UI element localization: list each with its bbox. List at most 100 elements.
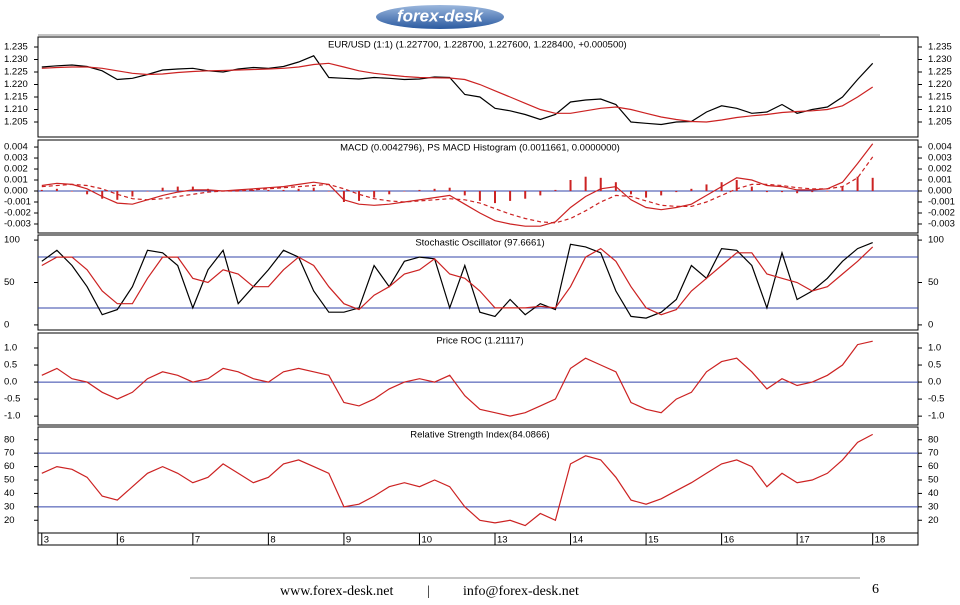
- x-tick-label: 10: [421, 535, 432, 546]
- x-tick-label: 6: [119, 535, 124, 546]
- y-tick-label-right: 1.220: [928, 79, 952, 90]
- y-tick-label-right: 70: [928, 448, 939, 459]
- y-tick-label: 50: [4, 475, 15, 486]
- y-tick-label-right: 0.5: [928, 360, 941, 371]
- histogram-bar: [55, 188, 58, 192]
- panel-title: Price ROC (1.21117): [436, 336, 523, 347]
- histogram-bar: [358, 191, 361, 201]
- histogram-bar: [478, 191, 481, 201]
- histogram-bar: [796, 191, 799, 194]
- panel-title: MACD (0.0042796), PS MACD Histogram (0.0…: [340, 143, 620, 154]
- y-tick-label-right: 1.205: [928, 117, 952, 128]
- histogram-bar: [569, 180, 572, 192]
- y-tick-label: 1.215: [4, 92, 28, 103]
- y-tick-label-right: 50: [928, 475, 939, 486]
- series-line: [41, 340, 873, 417]
- x-tick-label: 8: [270, 535, 275, 546]
- histogram-bar: [735, 180, 738, 192]
- y-tick-label-right: 80: [928, 434, 939, 445]
- y-tick-label-right: 1.235: [928, 42, 952, 53]
- y-tick-label-right: 0.001: [928, 175, 952, 186]
- histogram-bar: [282, 189, 285, 192]
- y-tick-label: 0.003: [4, 153, 28, 164]
- histogram-bar: [191, 186, 194, 192]
- y-tick-label-right: 0.004: [928, 142, 952, 153]
- histogram-bar: [327, 191, 330, 192]
- x-tick-label: 7: [195, 535, 200, 546]
- y-tick-label: 1.205: [4, 117, 28, 128]
- y-tick-label-right: -0.002: [928, 208, 955, 219]
- y-tick-label: 0.5: [4, 360, 17, 371]
- y-tick-label: -0.003: [4, 219, 31, 230]
- panel-frame: [37, 36, 919, 138]
- histogram-bar: [131, 191, 134, 197]
- y-tick-label: 0.0: [4, 377, 17, 388]
- series-line: [41, 242, 873, 319]
- y-tick-label: 0.004: [4, 142, 28, 153]
- histogram-bar: [645, 191, 648, 198]
- y-tick-label: 100: [4, 235, 20, 246]
- y-tick-label-right: 50: [928, 277, 939, 288]
- x-tick-label: 9: [346, 535, 351, 546]
- histogram-bar: [765, 191, 768, 193]
- x-tick-label: 14: [573, 535, 584, 546]
- x-tick-label: 18: [875, 535, 886, 546]
- y-tick-label: 0.002: [4, 164, 28, 175]
- series-line: [41, 143, 874, 227]
- series-line: [41, 55, 874, 126]
- histogram-bar: [70, 191, 73, 192]
- series-line: [41, 433, 873, 527]
- histogram-bar: [584, 176, 587, 192]
- histogram-bar: [40, 189, 43, 192]
- histogram-bar: [690, 188, 693, 192]
- histogram-bar: [856, 176, 859, 192]
- y-tick-label: -0.002: [4, 208, 31, 219]
- series-line: [41, 62, 874, 123]
- y-tick-label: 30: [4, 501, 15, 512]
- y-tick-label-right: -0.001: [928, 197, 955, 208]
- histogram-bar: [660, 191, 663, 196]
- histogram-bar: [388, 191, 391, 195]
- y-tick-label-right: 1.210: [928, 104, 952, 115]
- y-tick-label-right: 100: [928, 235, 944, 246]
- y-tick-label: 1.230: [4, 54, 28, 65]
- footer-separator: |: [427, 584, 430, 599]
- histogram-bar: [750, 186, 753, 192]
- panel-frame: [37, 139, 919, 234]
- y-tick-label-right: 1.230: [928, 54, 952, 65]
- panel-frame: [37, 332, 919, 426]
- histogram-bar: [373, 191, 376, 198]
- panel-frame: [37, 426, 919, 534]
- y-tick-label: 20: [4, 515, 15, 526]
- logo-badge: [376, 5, 504, 29]
- x-tick-label: 13: [497, 535, 508, 546]
- histogram-bar: [448, 187, 451, 192]
- histogram-bar: [705, 184, 708, 192]
- histogram-bar: [297, 188, 300, 192]
- y-tick-label-right: 0.003: [928, 153, 952, 164]
- histogram-bar: [599, 177, 602, 192]
- x-tick-label: 3: [44, 535, 49, 546]
- y-tick-label-right: 1.215: [928, 92, 952, 103]
- histogram-bar: [176, 186, 179, 192]
- x-tick-label: 15: [648, 535, 659, 546]
- y-tick-label: 50: [4, 277, 15, 288]
- y-tick-label-right: 0.002: [928, 164, 952, 175]
- histogram-bar: [781, 191, 784, 193]
- histogram-bar: [629, 191, 632, 195]
- histogram-bar: [161, 187, 164, 192]
- panel-title: Stochastic Oscillator (97.6661): [415, 238, 544, 249]
- y-tick-label: -0.5: [4, 394, 20, 405]
- y-tick-label: 70: [4, 448, 15, 459]
- panel-title: EUR/USD (1:1) (1.227700, 1.228700, 1.227…: [328, 40, 627, 51]
- y-tick-label: 1.210: [4, 104, 28, 115]
- histogram-bar: [146, 191, 149, 192]
- panel-frame: [37, 234, 919, 331]
- series-line: [41, 246, 874, 316]
- y-tick-label-right: 0.000: [928, 186, 952, 197]
- histogram-bar: [493, 191, 496, 204]
- x-tick-label: 17: [799, 535, 810, 546]
- histogram-bar: [433, 188, 436, 192]
- y-tick-label-right: 60: [928, 461, 939, 472]
